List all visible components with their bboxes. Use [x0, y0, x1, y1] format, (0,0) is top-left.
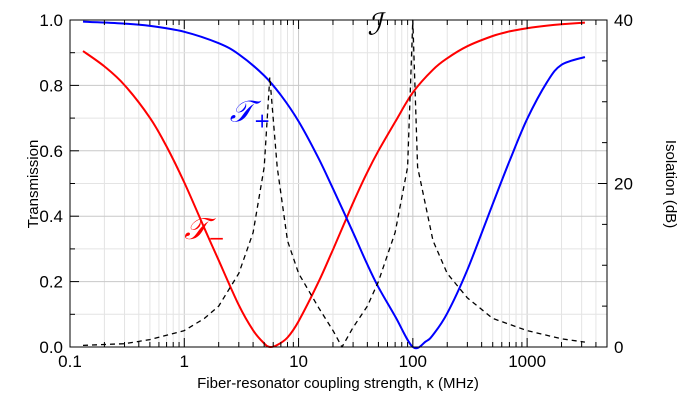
curve-label-subscript: +	[254, 108, 271, 132]
y-tick-label: 0.4	[39, 207, 63, 226]
series-line-1	[82, 20, 586, 350]
y-tick-label: 0.2	[39, 273, 63, 292]
curve-annotations: ℐ𝒯+𝒯−	[184, 8, 386, 250]
y2-tick-label: 0	[614, 338, 623, 357]
series-line-2	[82, 19, 585, 348]
series-layer	[82, 19, 586, 350]
x-tick-label: 0.1	[58, 352, 82, 371]
x-tick-label: 1	[180, 352, 189, 371]
grid	[69, 19, 608, 348]
y-tick-label: 0.6	[39, 142, 63, 161]
y-axis-label: Transmission	[25, 140, 42, 229]
x-tick-label: 10	[289, 352, 308, 371]
series-line-0	[82, 21, 585, 349]
x-tick-label: 1000	[508, 352, 546, 371]
y-tick-label: 0.0	[39, 338, 63, 357]
curve-label-2: 𝒯−	[184, 212, 225, 250]
x-axis-label: Fiber-resonator coupling strength, κ (MH…	[197, 375, 479, 392]
y2-axis-label: Isolation (dB)	[662, 140, 679, 228]
curve-label-0: ℐ	[367, 8, 386, 43]
labels: Transmission Isolation (dB) Fiber-resona…	[25, 140, 679, 392]
curve-label-subscript: −	[208, 226, 225, 250]
x-tick-label: 100	[399, 352, 427, 371]
ticks: 0.1 1 10 100 1000 0.0 0.2 0.4 0.6 0.8 1.0 0 20 40	[39, 11, 633, 371]
curve-label-symbol: ℐ	[367, 8, 386, 43]
y-tick-label: 0.8	[39, 76, 63, 95]
y-tick-label: 1.0	[39, 11, 63, 30]
y2-tick-label: 40	[614, 11, 633, 30]
y2-tick-label: 20	[614, 175, 633, 194]
